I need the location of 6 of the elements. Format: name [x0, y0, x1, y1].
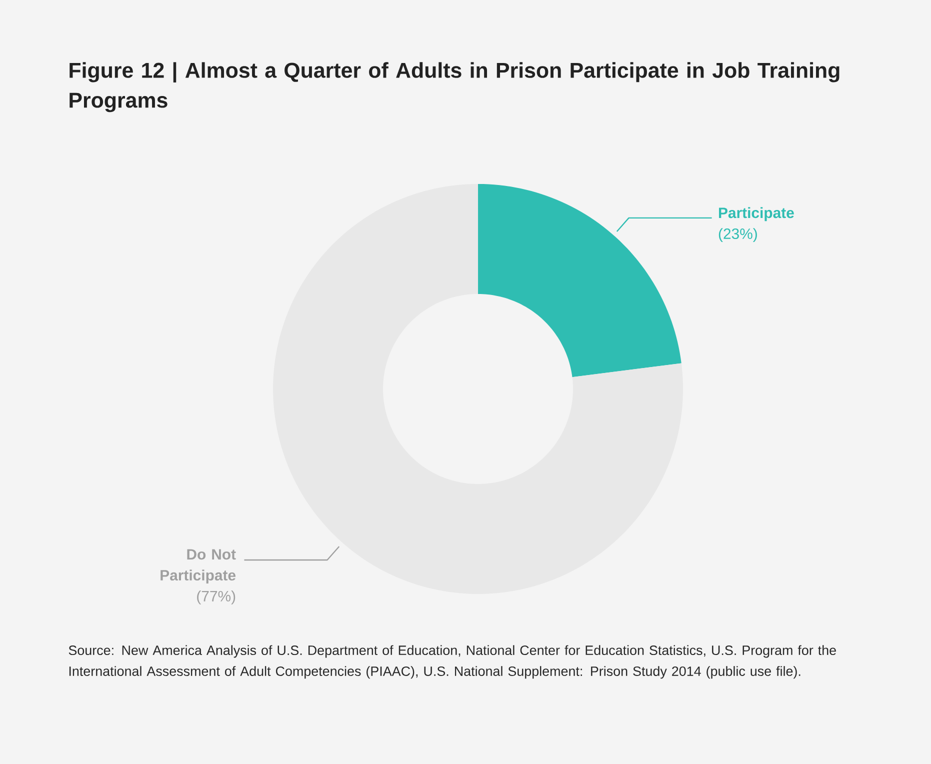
slice-label: Participate — [718, 207, 794, 222]
chart-title: Figure 12 | Almost a Quarter of Adults in Prison Participate in Job Training Programs — [70, 62, 840, 112]
source-note: Source: New America Analysis of U.S. Department of Education, National Center for Education Statistics, U.S. Program for the International Assessment of Adult Competencies (PIAAC), U.S. National Supplement: Prison Study 2014 (public use file). — [68, 645, 836, 679]
slice-label: Do Not Participate — [160, 549, 236, 584]
data-label: (77%) — [197, 590, 236, 604]
data-label: (23%) — [718, 228, 757, 242]
